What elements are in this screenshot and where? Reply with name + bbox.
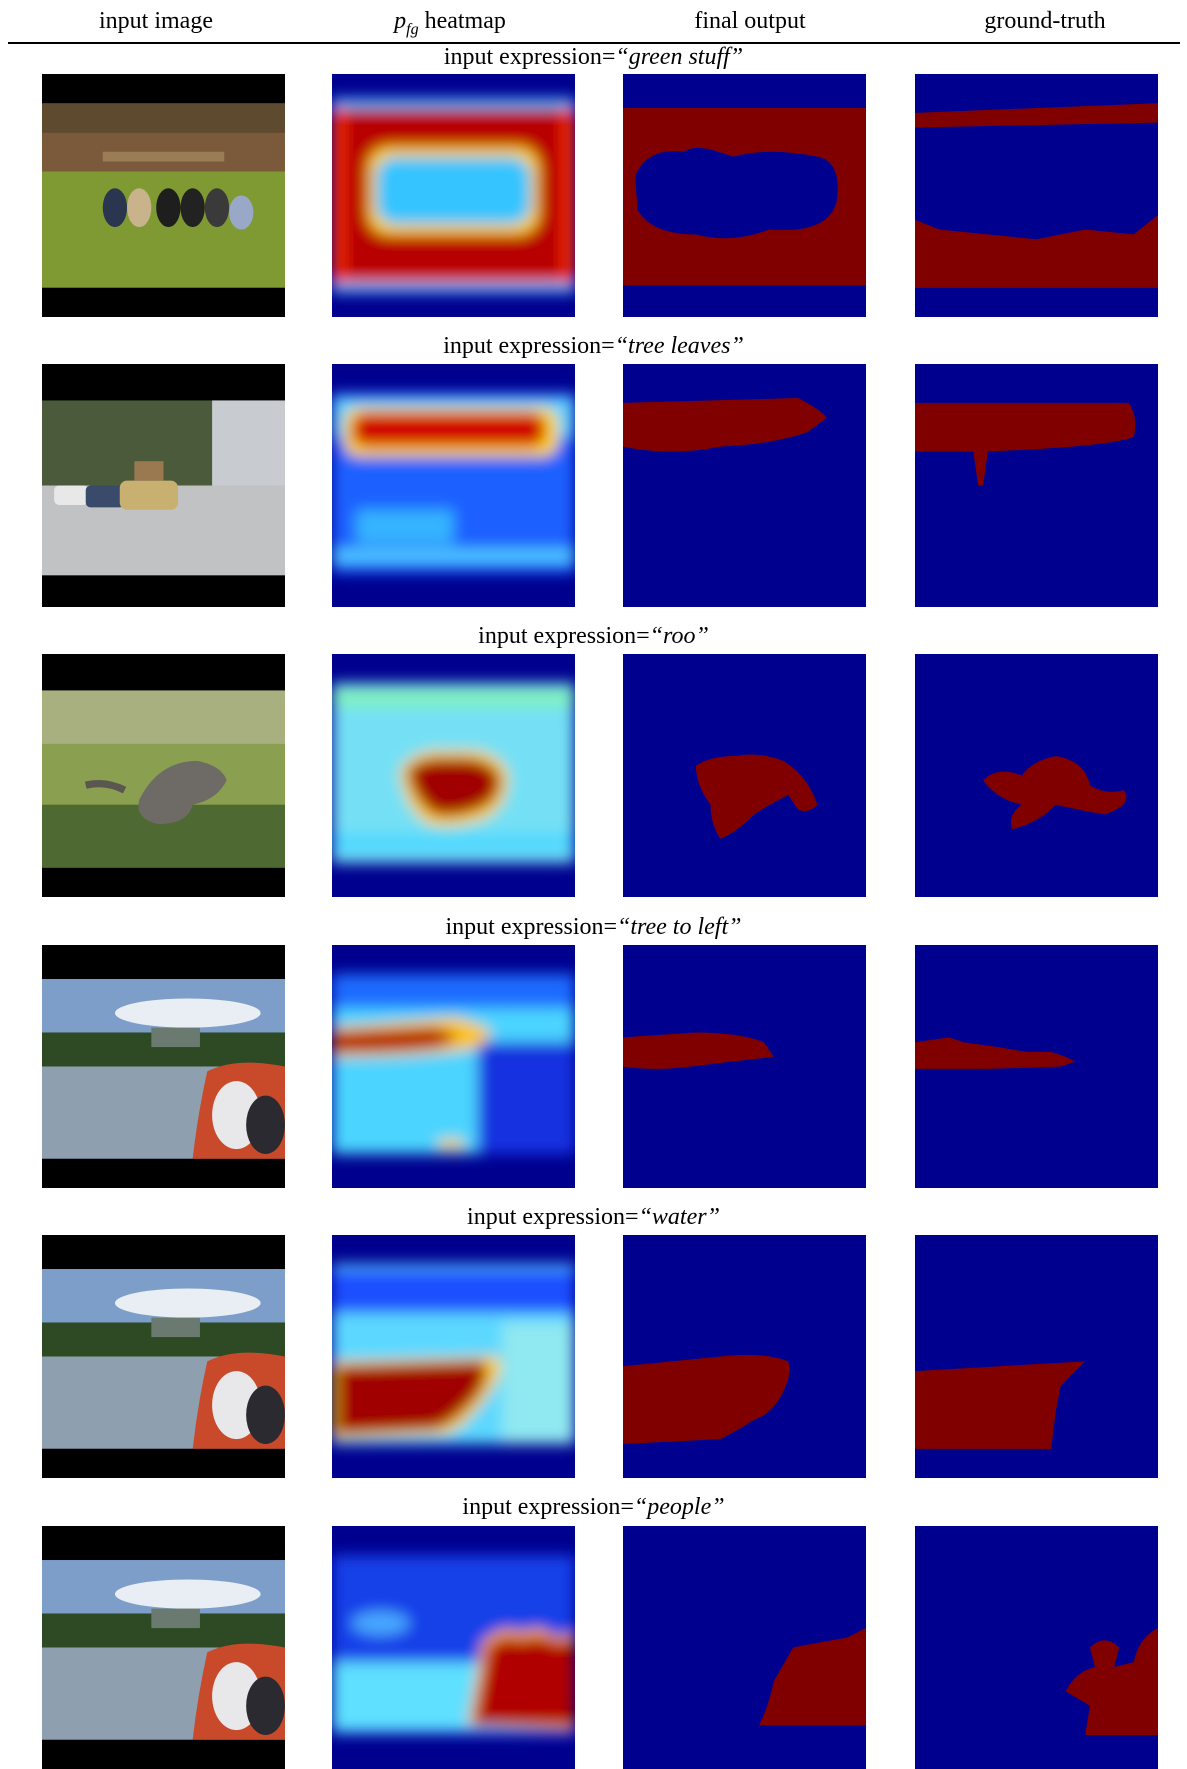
final-output-mask: [623, 654, 866, 897]
caption-expression: “tree leaves”: [614, 333, 744, 359]
row-caption: input expression=“people”: [0, 1494, 1187, 1521]
input-image: [42, 945, 285, 1188]
input-image: [42, 1235, 285, 1478]
column-final-output: final output: [694, 8, 806, 34]
header-rule: [8, 42, 1180, 44]
caption-expression: “tree to left”: [617, 914, 742, 940]
ground-truth-mask: [915, 1235, 1158, 1478]
row-caption: input expression=“roo”: [0, 623, 1187, 650]
input-image: [42, 1526, 285, 1769]
column-header: input image pfg heatmap final output gro…: [0, 0, 1187, 44]
caption-prefix: input expression=: [462, 1494, 634, 1520]
final-output-mask: [623, 364, 866, 607]
input-image: [42, 74, 285, 317]
caption-prefix: input expression=: [445, 914, 618, 940]
final-output-mask: [623, 945, 866, 1188]
heatmap: [332, 945, 575, 1188]
heatmap-subscript: fg: [406, 20, 419, 38]
caption-prefix: input expression=: [443, 44, 616, 70]
caption-prefix: input expression=: [478, 623, 650, 649]
caption-expression: “green stuff”: [615, 44, 744, 70]
heatmap-symbol: p: [394, 8, 407, 34]
final-output-mask: [623, 1235, 866, 1478]
ground-truth-mask: [915, 654, 1158, 897]
final-output-mask: [623, 74, 866, 317]
row-caption: input expression=“tree to left”: [0, 914, 1187, 941]
caption-expression: “people”: [633, 1494, 725, 1520]
ground-truth-mask: [915, 945, 1158, 1188]
heatmap-label: heatmap: [418, 8, 506, 34]
column-heatmap: pfg heatmap: [320, 8, 580, 39]
heatmap: [332, 654, 575, 897]
column-input-image: input image: [99, 8, 213, 34]
input-image: [42, 654, 285, 897]
caption-expression: “roo”: [649, 623, 709, 649]
ground-truth-mask: [915, 364, 1158, 607]
heatmap: [332, 1526, 575, 1769]
input-image: [42, 364, 285, 607]
ground-truth-mask: [915, 1526, 1158, 1769]
heatmap: [332, 1235, 575, 1478]
row-caption: input expression=“tree leaves”: [0, 333, 1187, 360]
row-caption: input expression=“water”: [0, 1204, 1187, 1231]
heatmap: [332, 364, 575, 607]
caption-prefix: input expression=: [467, 1204, 639, 1230]
row-caption: input expression=“green stuff”: [0, 44, 1187, 71]
caption-prefix: input expression=: [443, 333, 615, 359]
heatmap: [332, 74, 575, 317]
column-ground-truth: ground-truth: [984, 8, 1106, 34]
final-output-mask: [623, 1526, 866, 1769]
ground-truth-mask: [915, 74, 1158, 317]
caption-expression: “water”: [638, 1204, 720, 1230]
